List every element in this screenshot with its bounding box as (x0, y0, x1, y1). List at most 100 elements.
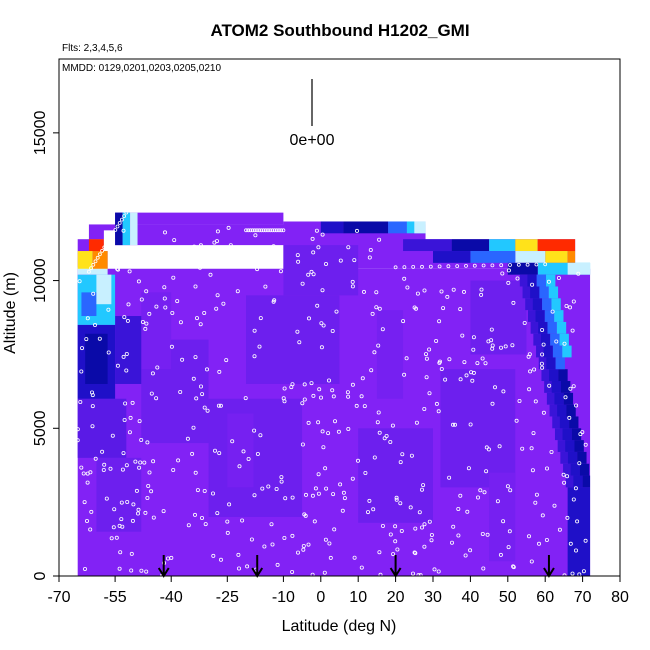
heatmap-cell (546, 357, 556, 370)
heatmap-cell (579, 463, 590, 476)
observation-point (208, 272, 213, 277)
observation-point (419, 525, 424, 530)
observation-point (301, 547, 306, 552)
observation-point (580, 430, 585, 435)
observation-point (355, 458, 360, 463)
observation-point (330, 388, 335, 393)
observation-point (429, 538, 434, 543)
observation-point (450, 422, 455, 427)
observation-point (240, 518, 245, 523)
observation-point (556, 275, 561, 280)
observation-point (346, 245, 351, 250)
observation-point (85, 480, 90, 485)
observation-point (145, 440, 150, 445)
heatmap-cell (515, 251, 546, 263)
observation-point (283, 496, 288, 501)
heatmap-cell (115, 212, 123, 246)
observation-point (529, 446, 534, 451)
observation-point (310, 572, 315, 576)
observation-point (422, 288, 427, 293)
heatmap-cell (565, 440, 575, 452)
heatmap-cell (470, 280, 527, 355)
observation-point (498, 552, 503, 557)
observation-point (216, 249, 221, 254)
observation-point (479, 292, 484, 297)
observation-point (85, 519, 90, 524)
observation-point (309, 381, 314, 386)
heatmap-cell (537, 239, 576, 252)
observation-point (549, 449, 554, 454)
observation-point (115, 266, 120, 271)
observation-point (428, 264, 433, 269)
heatmap-cell (507, 262, 538, 275)
observation-point (370, 311, 375, 316)
observation-point (573, 486, 578, 491)
observation-point (80, 346, 85, 351)
observation-point (388, 439, 393, 444)
observation-point (109, 536, 114, 541)
observation-point (485, 532, 490, 537)
observation-point (142, 460, 147, 465)
flight-arrow (251, 555, 264, 578)
observation-point (271, 244, 276, 249)
observation-point (316, 245, 321, 250)
observation-point (359, 394, 364, 399)
observation-point (212, 448, 217, 453)
observation-point (565, 515, 570, 520)
observation-point (112, 507, 117, 512)
y-tick-label: 15000 (32, 111, 49, 156)
observation-point (87, 269, 91, 274)
heatmap-cell (283, 245, 359, 296)
heatmap-cell (122, 212, 131, 246)
observation-point (300, 281, 305, 286)
observation-point (75, 438, 80, 443)
observation-point (437, 264, 442, 269)
observation-point (398, 501, 403, 506)
x-tick-label: -70 (47, 589, 70, 606)
x-tick-label: 40 (462, 589, 480, 606)
heatmap-cell (208, 398, 303, 517)
y-axis: 0 5000 10000 15000 (32, 111, 59, 580)
observation-point (427, 519, 432, 524)
observation-point (516, 262, 521, 267)
observation-point (319, 345, 324, 350)
observation-point (149, 391, 154, 396)
x-tick-label: -40 (160, 589, 183, 606)
observation-point (266, 484, 271, 489)
observation-point (575, 519, 580, 524)
observation-point (508, 263, 512, 267)
observation-point (241, 449, 246, 454)
heatmap-cell (414, 221, 426, 234)
observation-point (323, 261, 328, 266)
observation-point (401, 319, 406, 324)
observation-point (185, 436, 190, 441)
observation-point (120, 217, 124, 222)
observation-point (81, 471, 86, 476)
observation-point (98, 252, 102, 257)
observation-point (215, 229, 220, 234)
observation-point (125, 499, 130, 504)
observation-point (90, 404, 95, 409)
observation-point (500, 271, 505, 276)
observation-point (282, 399, 287, 404)
heatmap-cell (567, 251, 576, 263)
observation-point (301, 544, 306, 549)
observation-point (419, 487, 424, 492)
heatmap-cell (549, 369, 559, 382)
observation-point (506, 280, 511, 285)
observation-point (472, 263, 477, 268)
observation-point (483, 361, 488, 366)
observation-point (423, 352, 428, 357)
heatmap-cell (542, 298, 552, 311)
observation-point (534, 262, 539, 267)
y-tick-label: 10000 (32, 258, 49, 303)
observation-point (456, 506, 461, 511)
heatmap-cell (81, 292, 97, 317)
observation-point (439, 366, 444, 371)
observation-point (412, 305, 417, 310)
observation-point (413, 526, 418, 531)
observation-point (471, 347, 476, 352)
observation-point (350, 279, 355, 284)
observation-point (380, 524, 385, 529)
